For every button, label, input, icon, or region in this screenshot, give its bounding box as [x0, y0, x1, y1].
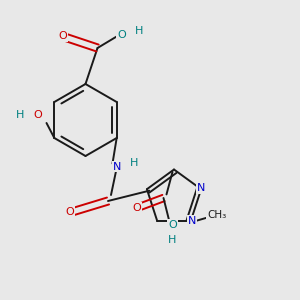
Text: H: H	[16, 110, 25, 121]
Text: N: N	[113, 161, 121, 172]
Text: O: O	[33, 110, 42, 121]
Text: H: H	[168, 235, 177, 245]
Text: O: O	[132, 202, 141, 213]
Text: N: N	[197, 183, 205, 193]
Text: H: H	[130, 158, 139, 169]
Text: CH₃: CH₃	[207, 210, 226, 220]
Text: H: H	[135, 26, 143, 36]
Text: O: O	[168, 220, 177, 230]
Text: O: O	[65, 207, 74, 217]
Text: O: O	[58, 31, 68, 41]
Text: N: N	[188, 216, 196, 226]
Text: O: O	[117, 30, 126, 40]
